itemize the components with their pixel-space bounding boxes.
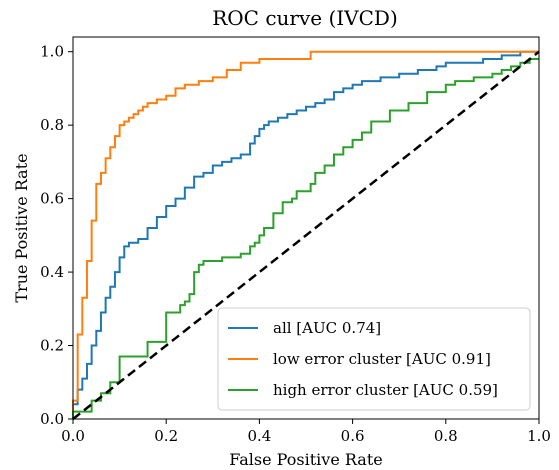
reference-diagonal-line xyxy=(72,50,540,420)
x-tick-label: 0.6 xyxy=(341,427,365,445)
y-tick-label: 0.6 xyxy=(40,190,64,208)
y-tick-label: 0.0 xyxy=(40,410,64,428)
x-tick-label: 0.8 xyxy=(434,427,458,445)
series-line-1 xyxy=(72,50,539,419)
y-tick-label: 0.8 xyxy=(40,116,64,134)
x-axis: 0.0 0.2 0.4 0.6 0.8 1.0 xyxy=(61,419,551,445)
x-tick-label: 0.4 xyxy=(247,427,271,445)
series-line-3 xyxy=(72,58,539,419)
x-tick-label: 0.2 xyxy=(154,427,178,445)
y-tick-label: 0.4 xyxy=(40,263,64,281)
legend-label-2: low error cluster [AUC 0.91] xyxy=(273,350,491,368)
y-tick-label: 0.2 xyxy=(40,337,64,355)
legend: all [AUC 0.74] low error cluster [AUC 0.9… xyxy=(217,307,531,411)
y-axis: 0.0 0.2 0.4 0.6 0.8 1.0 xyxy=(40,43,73,428)
series-line-2 xyxy=(72,50,539,419)
chart-title: ROC curve (IVCD) xyxy=(212,6,398,30)
series-layer xyxy=(72,50,539,419)
legend-box xyxy=(217,307,531,411)
legend-label-3: high error cluster [AUC 0.59] xyxy=(273,381,498,399)
legend-label-1: all [AUC 0.74] xyxy=(273,319,381,337)
y-tick-label: 1.0 xyxy=(40,43,64,61)
x-axis-label: False Positive Rate xyxy=(229,450,383,469)
x-tick-label: 0.0 xyxy=(61,427,85,445)
x-tick-label: 1.0 xyxy=(527,427,551,445)
y-axis-label: True Positive Rate xyxy=(12,153,31,302)
plot-frame xyxy=(72,36,540,420)
